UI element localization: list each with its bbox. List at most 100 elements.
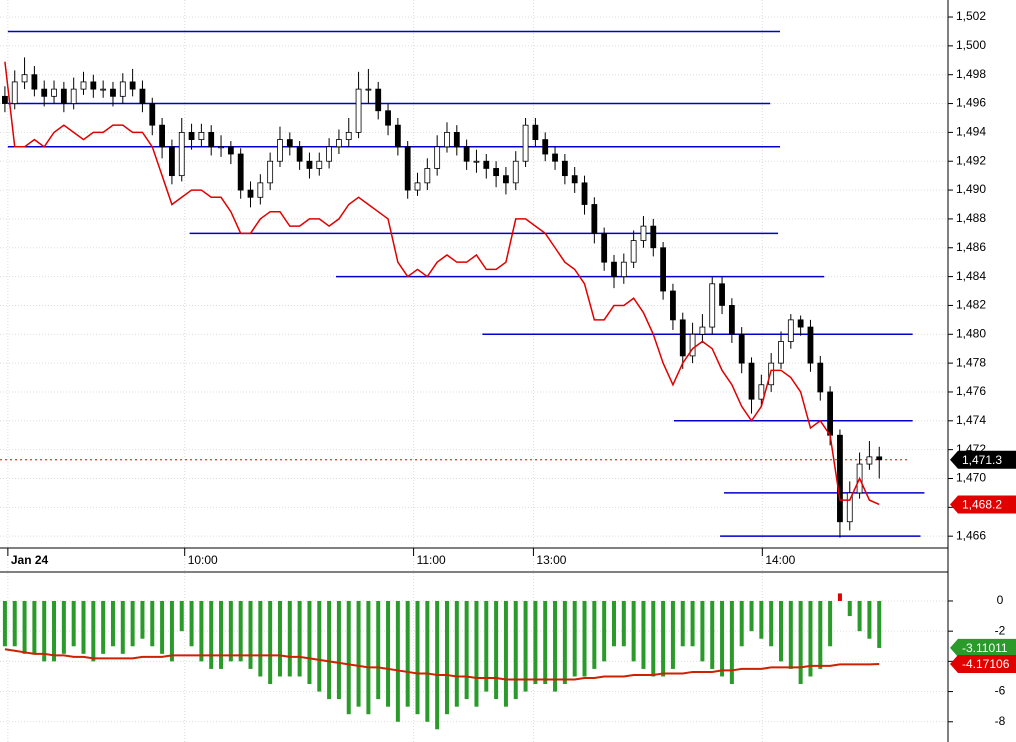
candle-body <box>611 261 617 277</box>
y-tick-label: 1,494 <box>956 125 986 139</box>
histogram-bar <box>268 600 273 685</box>
candle-body <box>532 124 539 140</box>
histogram-bar <box>503 600 508 707</box>
y-tick-label: 1,466 <box>956 528 986 542</box>
candle-body <box>326 146 332 162</box>
candle-body <box>100 88 107 91</box>
histogram-bar <box>602 600 607 662</box>
candle-body <box>169 146 175 177</box>
histogram-bar <box>2 600 7 647</box>
histogram-bar <box>120 600 125 654</box>
candle-body <box>444 131 450 148</box>
candle-body <box>512 160 519 184</box>
histogram-bar <box>720 600 725 677</box>
candle-body <box>571 175 578 184</box>
signal-last-label-box <box>950 654 1016 673</box>
candle-body <box>208 131 215 148</box>
histogram-bar <box>857 600 862 632</box>
candle-body <box>503 175 509 184</box>
candle-body <box>316 160 323 169</box>
candle-body <box>41 88 48 97</box>
ma-line <box>4 61 880 506</box>
histogram-bar <box>317 600 322 692</box>
candle-body <box>80 81 87 90</box>
histogram-bar <box>494 600 499 700</box>
histogram-bar <box>179 600 184 632</box>
histogram-bar <box>533 600 538 685</box>
histogram-bar <box>749 600 754 632</box>
histogram-bar <box>435 600 440 730</box>
candle-body <box>286 139 293 148</box>
y-tick-label: 1,488 <box>956 211 986 225</box>
histogram-bar <box>867 600 872 639</box>
x-tick-label: 14:00 <box>765 553 795 567</box>
candle-body <box>277 139 283 162</box>
candle-body <box>581 182 588 205</box>
histogram-bar <box>32 600 37 654</box>
histogram-bar <box>91 600 96 662</box>
signal-last-label: -4.17106 <box>962 657 1010 671</box>
candle-body <box>640 225 647 241</box>
candle-body <box>11 81 18 104</box>
candle-body <box>542 139 549 155</box>
y-tick-label: 1,480 <box>956 326 986 340</box>
signal-line <box>4 648 880 681</box>
candle-body <box>601 232 608 263</box>
candle-body <box>336 139 342 148</box>
candle-body <box>807 326 814 364</box>
histogram-bar <box>110 600 115 647</box>
y-tick-label: 1,490 <box>956 182 986 196</box>
histogram-bar <box>759 600 764 639</box>
histogram-bar <box>386 600 391 707</box>
candle-body <box>424 168 431 184</box>
histogram-bar <box>248 600 253 669</box>
y-tick-label: 1,502 <box>956 9 986 23</box>
histogram-bar <box>52 600 57 662</box>
candle-body <box>257 182 264 198</box>
y-tick-label: -8 <box>995 714 1006 728</box>
histogram-bar <box>739 600 744 647</box>
y-tick-label: 1,474 <box>956 413 986 427</box>
y-tick-label: 1,500 <box>956 38 986 52</box>
histogram-bar <box>523 600 528 692</box>
candle-body <box>139 88 146 104</box>
histogram-bar <box>572 600 577 677</box>
candle-body <box>414 182 421 191</box>
histogram-bar <box>828 600 833 647</box>
histogram-bar <box>405 600 410 707</box>
candle-body <box>473 160 480 163</box>
histogram-bar <box>356 600 361 707</box>
candle-body <box>31 74 38 90</box>
candle-body <box>119 81 126 97</box>
histogram-bar <box>631 600 636 662</box>
histogram-bar <box>847 600 852 617</box>
candle-body <box>198 131 205 140</box>
candle-body <box>728 305 735 335</box>
y-tick-label: 0 <box>997 593 1004 607</box>
y-tick-label: 1,470 <box>956 471 986 485</box>
histogram-bar <box>169 600 174 662</box>
histogram-bar <box>130 600 135 647</box>
candle-body <box>178 131 185 177</box>
candle-body <box>866 456 873 465</box>
candle-body <box>778 341 784 364</box>
histogram-bar <box>651 600 656 677</box>
histogram-bar <box>729 600 734 685</box>
candle-body <box>247 189 254 198</box>
candle-body <box>453 131 460 148</box>
histogram-bar <box>513 600 518 700</box>
candle-body <box>493 168 500 177</box>
y-tick-label: -2 <box>995 623 1006 637</box>
candle-body <box>620 261 627 277</box>
candle-body <box>738 333 745 364</box>
histogram-bar <box>425 600 430 722</box>
x-tick-label: 13:00 <box>536 553 566 567</box>
histogram-bar <box>415 600 420 715</box>
candle-body <box>404 146 411 191</box>
hist-last-label: -3.11011 <box>962 641 1008 655</box>
histogram-bar <box>582 600 587 677</box>
y-tick-label: 1,478 <box>956 355 986 369</box>
hist-last-label-box <box>950 638 1016 657</box>
y-tick-label: 1,486 <box>956 240 986 254</box>
last-price-label: 1,471.3 <box>962 453 1002 467</box>
